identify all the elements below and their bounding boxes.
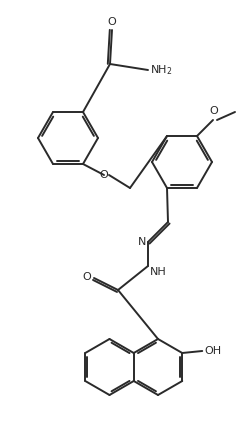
Text: O: O [210, 106, 218, 116]
Text: OH: OH [204, 346, 221, 356]
Text: O: O [82, 272, 91, 282]
Text: N: N [138, 237, 146, 247]
Text: O: O [108, 17, 116, 27]
Text: NH$_2$: NH$_2$ [150, 63, 172, 77]
Text: O: O [100, 170, 108, 180]
Text: NH: NH [150, 267, 167, 277]
